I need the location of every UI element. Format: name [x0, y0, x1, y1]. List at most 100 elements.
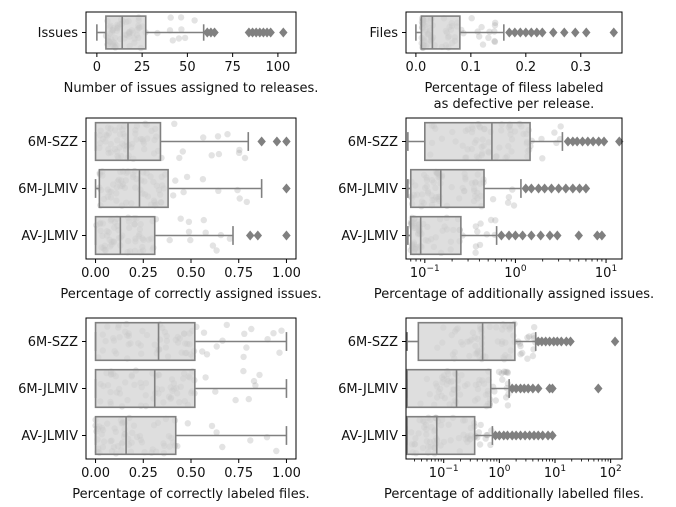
outlier-point — [532, 27, 542, 38]
strip-point — [491, 38, 499, 45]
strip-point — [505, 194, 513, 201]
outlier-point — [520, 430, 530, 441]
box-AV-JLMIV — [94, 215, 156, 256]
outlier-point — [566, 336, 575, 347]
outlier-point — [609, 27, 618, 38]
outlier-point — [575, 183, 584, 194]
strip-point — [226, 235, 234, 242]
panel-2: 6M-SZZ 6M-JLMIV AV-JLMIV 0.00 0.25 0.50 0.75 1.… — [18, 117, 322, 302]
strip-point — [202, 374, 209, 381]
outlier-point — [610, 336, 620, 347]
category-label: AV-JLMIV — [341, 429, 398, 444]
box-6M-JLMIV — [409, 168, 485, 209]
outlier-point — [279, 27, 288, 38]
strip-point — [519, 349, 526, 357]
strip-point — [178, 26, 185, 33]
outlier-point — [266, 27, 275, 38]
strip-point — [525, 333, 533, 340]
outlier-point — [561, 183, 571, 194]
x-tick-label: 1.00 — [272, 266, 301, 281]
strip-point — [504, 199, 512, 206]
strip-point — [491, 37, 498, 45]
outlier-point — [549, 27, 558, 38]
strip-point — [276, 349, 283, 356]
strip-point — [492, 19, 499, 26]
box-6M-JLMIV — [94, 368, 196, 409]
strip-point — [209, 242, 217, 249]
outlier-point — [536, 230, 545, 241]
strip-point — [236, 146, 243, 154]
category-label: Issues — [38, 26, 79, 41]
strip-point — [474, 228, 481, 235]
strip-point — [472, 243, 480, 250]
strip-point — [170, 192, 177, 199]
strip-point — [199, 176, 207, 183]
x-tick-label: 0.50 — [177, 466, 206, 481]
x-axis-label: Percentage of additionally assigned issu… — [374, 287, 654, 302]
strip-point — [472, 249, 479, 256]
x-axis-label: Percentage of correctly assigned issues. — [60, 287, 321, 302]
box-6M-JLMIV — [406, 368, 492, 409]
strip-point — [175, 35, 183, 42]
strip-point — [539, 155, 546, 162]
x-axis-label: Percentage of additionally labelled file… — [384, 487, 644, 502]
outlier-point — [210, 27, 219, 38]
x-tick-label: 1.00 — [272, 466, 301, 481]
outlier-point — [253, 230, 263, 241]
outlier-point — [516, 430, 525, 441]
outlier-point — [574, 230, 583, 241]
box-AV-JLMIV — [94, 415, 177, 456]
x-tick-label: 0.2 — [515, 60, 536, 75]
category-label: 6M-SZZ — [28, 135, 78, 150]
x-axis-label: Percentage of correctly labeled files. — [72, 487, 309, 502]
outlier-point — [568, 183, 578, 194]
strip-point — [492, 397, 499, 404]
strip-point — [504, 402, 512, 409]
strip-point — [185, 218, 193, 225]
strip-point — [482, 435, 489, 442]
category-label: 6M-SZZ — [348, 135, 398, 150]
strip-point — [509, 186, 516, 193]
outlier-point — [543, 430, 553, 441]
outlier-point — [245, 230, 255, 241]
x-tick-label: 0.25 — [129, 466, 158, 481]
x-tick-label: 0.1 — [461, 60, 482, 75]
box-AV-JLMIV — [406, 415, 476, 456]
outlier-point — [594, 136, 603, 147]
x-tick-exponent: 2 — [616, 464, 622, 474]
strip-point — [273, 447, 280, 455]
outlier-point — [554, 183, 563, 194]
strip-point — [177, 14, 185, 21]
x-tick-exponent: 0 — [505, 464, 511, 474]
x-tick-label: 0.75 — [224, 266, 253, 281]
strip-point — [504, 369, 511, 377]
strip-point — [472, 223, 479, 230]
outlier-point — [615, 136, 624, 147]
outlier-point — [553, 230, 562, 241]
panel-0: Issues 0 25 50 75 100 Number of issues assigne… — [38, 11, 318, 96]
outlier-point — [593, 230, 602, 241]
strip-point — [476, 33, 483, 40]
strip-point — [247, 437, 254, 444]
strip-point — [485, 34, 492, 41]
strip-point — [476, 241, 484, 249]
outlier-point — [545, 230, 555, 241]
strip-point — [491, 388, 498, 395]
strip-point — [176, 154, 183, 162]
strip-point — [200, 134, 207, 141]
strip-point — [252, 382, 259, 389]
strip-point — [214, 133, 222, 140]
outlier-point — [495, 430, 504, 441]
outlier-point — [497, 230, 506, 241]
strip-point — [531, 324, 538, 331]
strip-point — [477, 421, 484, 429]
strip-point — [200, 329, 208, 336]
category-label: AV-JLMIV — [341, 229, 398, 244]
strip-point — [243, 198, 250, 206]
strip-point — [224, 131, 231, 138]
strip-point — [213, 429, 220, 436]
x-tick-label: 101 — [544, 464, 566, 481]
category-label: 6M-JLMIV — [338, 382, 398, 397]
outlier-point — [504, 230, 514, 241]
strip-point — [223, 321, 230, 329]
